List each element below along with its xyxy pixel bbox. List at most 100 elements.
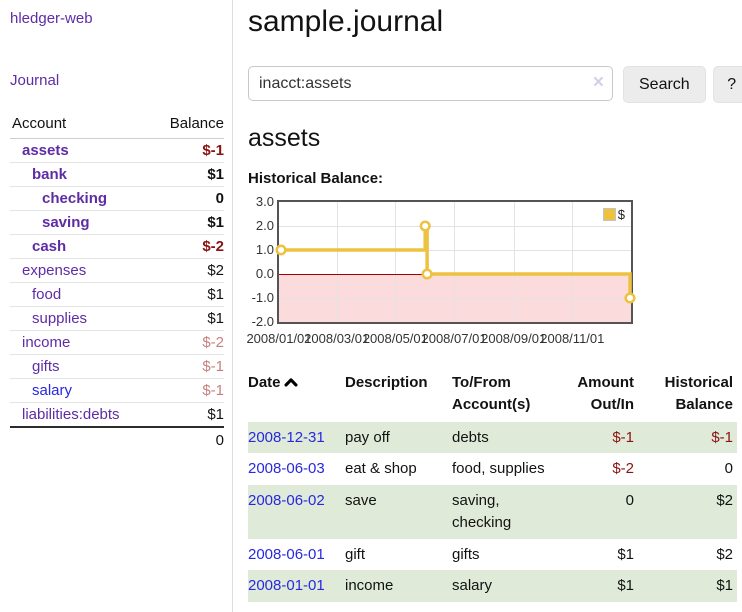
account-link[interactable]: income [22,334,71,351]
txn-date-link[interactable]: 2008-01-01 [248,577,325,595]
txn-amount: $-2 [612,460,634,478]
account-link[interactable]: salary [32,382,73,399]
data-point-marker [421,268,433,280]
txn-accounts: salary [452,577,493,595]
txn-date-cell: 2008-12-31 [248,422,345,454]
txn-date-cell: 2008-06-02 [248,485,345,539]
account-row: cash $-2 [10,234,224,259]
txn-description: income [345,577,394,595]
account-balance: $-1 [153,138,224,163]
account-name-cell: checking [10,186,154,211]
txn-description: gift [345,545,366,563]
header-amount: Amount Out/In [577,374,634,413]
account-balance: $2 [153,258,224,283]
account-row: liabilities:debts $1 [10,402,224,428]
account-name-cell: liabilities:debts [10,402,154,428]
transactions-header-row: Date Description To/From Account(s) Amou… [248,370,737,422]
account-name-cell: supplies [10,306,154,331]
account-link[interactable]: expenses [22,262,87,279]
help-button[interactable]: ? [712,66,742,103]
search-button[interactable]: Search [623,66,706,103]
account-link[interactable]: cash [32,238,67,255]
account-balance: $1 [153,402,224,428]
account-row: checking 0 [10,186,224,211]
account-link[interactable]: liabilities:debts [22,406,120,423]
y-axis-tick-label: 3.0 [255,194,274,209]
txn-date-cell: 2008-06-01 [248,539,345,571]
txn-date-link[interactable]: 2008-06-03 [248,460,325,478]
data-point-marker [419,220,431,232]
account-balance: $-2 [153,330,224,355]
table-row: 2008-06-02 save saving, checking 0 $2 [248,485,737,539]
y-axis-tick-label: 2.0 [255,218,274,233]
y-axis-tick-label: 1.0 [255,242,274,257]
account-balance: $1 [153,210,224,235]
sidebar-item-journal[interactable]: Journal [10,72,60,89]
accounts-header-account: Account [10,111,154,139]
legend-swatch-icon [602,208,616,221]
txn-date-cell: 2008-06-03 [248,453,345,485]
x-axis-tick-label: 2008/09/01 [481,331,547,346]
account-name-cell: expenses [10,258,154,283]
clear-search-icon[interactable]: × [592,72,604,93]
y-axis-tick-label: -1.0 [251,290,274,305]
chart-legend: $ [602,207,625,222]
account-name-cell: bank [10,162,154,187]
header-date[interactable]: Date [248,370,345,422]
account-link[interactable]: bank [32,166,68,183]
app-title-link[interactable]: hledger-web [10,10,93,27]
account-name-cell: assets [10,138,154,163]
gridline [572,202,574,322]
gridline [336,202,338,322]
txn-description: save [345,492,377,509]
page-title: sample.journal [248,5,444,38]
x-axis-tick-label: 2008/11/01 [540,331,605,346]
txn-accounts: saving, checking [452,492,512,531]
account-row: expenses $2 [10,258,224,283]
txn-balance: $1 [716,577,733,595]
account-link[interactable]: checking [42,190,108,207]
account-name-cell: saving [10,210,154,235]
txn-amount: $1 [617,545,634,563]
account-row: supplies $1 [10,306,224,331]
account-row: salary $-1 [10,378,224,403]
x-axis-tick-label: 2008/03/01 [304,331,370,346]
txn-balance: 0 [724,460,733,478]
accounts-total-spacer [10,426,154,452]
account-name-cell: gifts [10,354,154,379]
table-row: 2008-01-01 income salary $1 $1 [248,570,737,602]
x-axis-tick-label: 2008/05/01 [362,331,428,346]
txn-date-link[interactable]: 2008-06-02 [248,492,325,509]
txn-date-cell: 2008-01-01 [248,570,345,602]
search-input[interactable] [248,66,613,101]
txn-amount: $1 [617,577,634,595]
account-link[interactable]: gifts [32,358,60,375]
account-heading: assets [248,124,321,152]
gridline [395,202,397,322]
account-row: gifts $-1 [10,354,224,379]
data-point-marker [624,292,636,304]
txn-date-link[interactable]: 2008-12-31 [248,428,325,446]
account-link[interactable]: supplies [32,310,88,327]
account-link[interactable]: food [32,286,62,303]
txn-accounts: debts [452,428,489,446]
main-content: sample.journal × Search ? assets Histori… [233,0,742,612]
account-link[interactable]: saving [42,214,90,231]
accounts-total-row: 0 [10,426,224,452]
accounts-total-value: 0 [153,426,224,452]
search-form: × Search ? [248,66,742,103]
table-row: 2008-06-03 eat & shop food, supplies $-2 0 [248,453,737,485]
account-balance: $-1 [153,354,224,379]
txn-amount: 0 [625,492,634,509]
txn-balance: $2 [716,492,733,509]
account-row: saving $1 [10,210,224,235]
txn-date-link[interactable]: 2008-06-01 [248,545,325,563]
txn-description: eat & shop [345,460,417,478]
account-balance: 0 [153,186,224,211]
table-row: 2008-06-01 gift gifts $1 $2 [248,539,737,571]
sidebar: hledger-web Journal Account Balance asse… [0,0,233,612]
gridline [454,202,456,322]
account-name-cell: salary [10,378,154,403]
account-link[interactable]: assets [22,142,69,159]
